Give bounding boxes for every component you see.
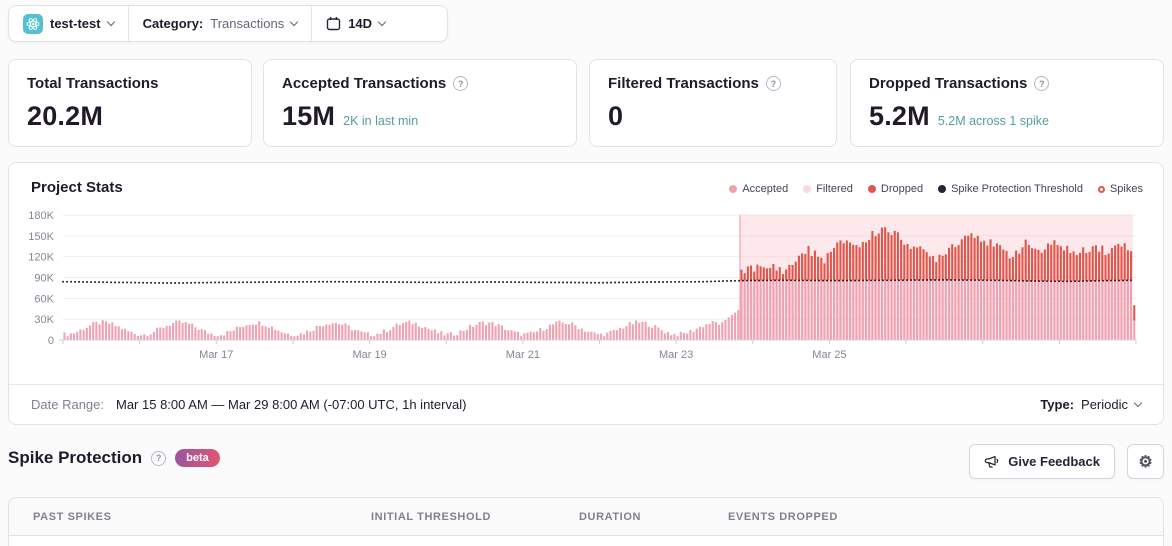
svg-text:0: 0: [48, 335, 54, 347]
type-label: Type:: [1040, 397, 1075, 412]
date-range-value: 14D: [348, 16, 373, 31]
svg-text:Mar 21: Mar 21: [506, 349, 540, 361]
card-value: 15M: [282, 101, 336, 131]
svg-text:120K: 120K: [28, 252, 54, 264]
threshold-dot-icon: [938, 185, 947, 193]
card-title: Dropped Transactions: [869, 75, 1028, 92]
type-selector[interactable]: Type: Periodic: [1040, 397, 1143, 412]
usage-chart[interactable]: 180K 150K 120K 90K 60K 30K 0 Mar 17 Mar 19 Mar 21…: [9, 163, 1165, 375]
chart-title: Project Stats: [31, 179, 123, 196]
svg-text:30K: 30K: [34, 314, 54, 326]
column-header-duration[interactable]: DURATION: [579, 511, 642, 523]
legend-label: Accepted: [742, 183, 789, 195]
card-value: 5.2M: [869, 101, 930, 131]
project-stats-panel: Project Stats Accepted Filtered Dropped …: [8, 162, 1164, 425]
legend-spikes[interactable]: Spikes: [1097, 183, 1143, 195]
toolbar-divider: [127, 6, 129, 41]
chevron-down-icon: [377, 17, 387, 26]
svg-text:180K: 180K: [28, 210, 54, 222]
column-header-events-dropped[interactable]: EVENTS DROPPED: [728, 511, 838, 523]
section-title: Spike Protection: [8, 448, 143, 467]
card-filtered-transactions: Filtered Transactions ? 0: [589, 59, 837, 147]
date-range-selector[interactable]: 14D: [312, 6, 399, 41]
legend-label: Spikes: [1109, 183, 1143, 195]
card-value: 0: [608, 101, 624, 131]
project-selector[interactable]: test-test: [9, 6, 128, 41]
chevron-down-icon: [289, 17, 299, 26]
filtered-dot-icon: [803, 185, 812, 193]
page-filter-toolbar: test-test Category: Transactions 14D: [8, 5, 448, 42]
chevron-down-icon: [106, 17, 115, 26]
dropped-dot-icon: [867, 185, 876, 193]
svg-text:90K: 90K: [34, 273, 54, 285]
gear-icon: ⚙: [1138, 453, 1153, 471]
spikes-ring-icon: [1097, 185, 1105, 193]
give-feedback-label: Give Feedback: [1008, 454, 1100, 469]
card-dropped-transactions: Dropped Transactions ? 5.2M 5.2M across …: [850, 59, 1164, 147]
category-selector[interactable]: Category: Transactions: [129, 6, 312, 41]
past-spikes-table: PAST SPIKES INITIAL THRESHOLD DURATION E…: [8, 497, 1164, 546]
chevron-down-icon: [1133, 398, 1143, 407]
legend-label: Spike Protection Threshold: [951, 183, 1083, 195]
chart-legend: Accepted Filtered Dropped Spike Protecti…: [729, 183, 1143, 195]
category-label: Category:: [142, 16, 204, 31]
beta-badge: beta: [175, 449, 220, 467]
svg-text:150K: 150K: [28, 231, 54, 243]
legend-accepted[interactable]: Accepted: [729, 183, 788, 195]
spike-protection-actions: Give Feedback ⚙: [969, 444, 1164, 479]
spike-protection-header: Spike Protection ? beta: [8, 448, 220, 468]
card-title: Filtered Transactions: [608, 75, 759, 92]
type-value: Periodic: [1081, 397, 1128, 412]
help-icon[interactable]: ?: [1034, 76, 1050, 91]
legend-filtered[interactable]: Filtered: [803, 183, 853, 195]
card-title: Total Transactions: [27, 75, 159, 92]
card-subtext: 5.2M across 1 spike: [937, 114, 1049, 128]
help-icon[interactable]: ?: [151, 450, 167, 466]
date-range-label: Date Range:: [31, 397, 104, 412]
card-accepted-transactions: Accepted Transactions ? 15M 2K in last m…: [263, 59, 577, 147]
megaphone-icon: [984, 455, 999, 468]
legend-dropped[interactable]: Dropped: [867, 183, 924, 195]
give-feedback-button[interactable]: Give Feedback: [969, 444, 1115, 479]
category-value: Transactions: [210, 16, 285, 31]
legend-label: Filtered: [816, 183, 853, 195]
svg-text:60K: 60K: [34, 293, 54, 305]
table-header-row: PAST SPIKES INITIAL THRESHOLD DURATION E…: [9, 498, 1163, 536]
svg-text:Mar 23: Mar 23: [659, 349, 693, 361]
accepted-dot-icon: [729, 185, 738, 193]
card-total-transactions: Total Transactions 20.2M: [8, 59, 252, 147]
column-header-past-spikes[interactable]: PAST SPIKES: [33, 511, 112, 523]
date-range-text: Mar 15 8:00 AM — Mar 29 8:00 AM (-07:00 …: [116, 397, 467, 412]
card-subtext: 2K in last min: [343, 114, 419, 128]
project-name: test-test: [50, 16, 101, 31]
svg-text:Mar 17: Mar 17: [199, 349, 233, 361]
settings-button[interactable]: ⚙: [1127, 444, 1164, 479]
svg-text:Mar 19: Mar 19: [352, 349, 386, 361]
help-icon[interactable]: ?: [765, 76, 781, 91]
atom-icon: [26, 17, 40, 30]
chart-footer: Date Range: Mar 15 8:00 AM — Mar 29 8:00…: [9, 384, 1163, 424]
calendar-icon: [327, 17, 341, 31]
legend-label: Dropped: [880, 183, 924, 195]
legend-threshold[interactable]: Spike Protection Threshold: [938, 183, 1083, 195]
toolbar-divider: [311, 6, 313, 41]
project-avatar: [23, 13, 43, 34]
column-header-initial-threshold[interactable]: INITIAL THRESHOLD: [371, 511, 491, 523]
card-value: 20.2M: [27, 101, 104, 131]
card-title: Accepted Transactions: [282, 75, 447, 92]
svg-text:Mar 25: Mar 25: [812, 349, 846, 361]
help-icon[interactable]: ?: [453, 76, 469, 91]
